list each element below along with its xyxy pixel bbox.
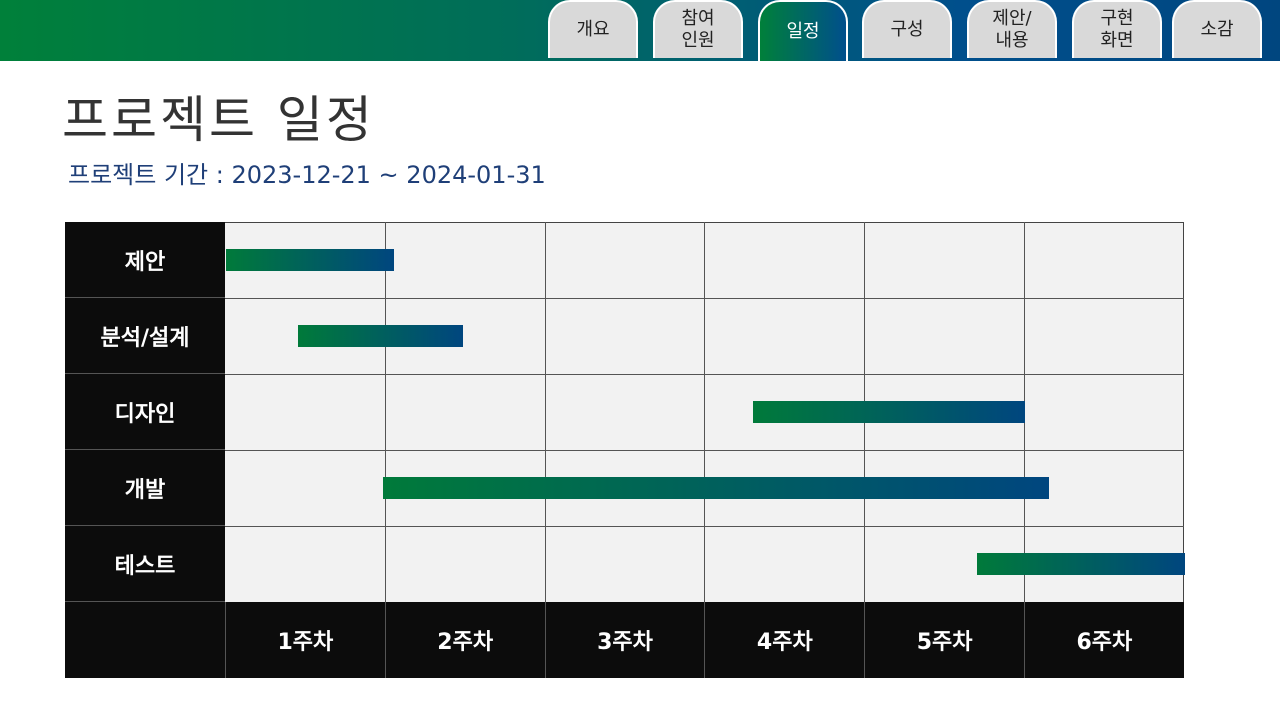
tab-bar: 개요 참여 인원 일정 구성 제안/ 내용 구현 화면 소감 <box>0 0 1280 61</box>
week-label: 5주차 <box>864 602 1024 678</box>
week-label: 4주차 <box>704 602 864 678</box>
tab-proposal[interactable]: 제안/ 내용 <box>967 0 1057 58</box>
task-label: 테스트 <box>65 526 225 602</box>
gantt-chart: 제안 분석/설계 디자인 개발 테스트 1주차 2주차 3주차 4주차 5주차 6주차 <box>65 222 1185 678</box>
grid-vline <box>704 222 706 602</box>
grid-vline <box>544 222 546 602</box>
tab-structure[interactable]: 구성 <box>862 0 952 58</box>
header-bar <box>0 0 1280 61</box>
task-bar <box>297 325 463 347</box>
grid-vline <box>384 222 386 602</box>
page-title: 프로젝트 일정 <box>62 91 375 149</box>
grid-hline <box>225 298 1184 299</box>
task-label: 분석/설계 <box>65 298 225 374</box>
week-label: 6주차 <box>1024 602 1184 678</box>
tab-overview[interactable]: 개요 <box>548 0 638 58</box>
tab-screens[interactable]: 구현 화면 <box>1072 0 1162 58</box>
task-bar <box>977 553 1185 575</box>
task-label: 디자인 <box>65 374 225 450</box>
tab-schedule[interactable]: 일정 <box>758 0 848 61</box>
grid-hline <box>225 450 1184 451</box>
tab-members[interactable]: 참여 인원 <box>653 0 743 58</box>
grid-hline <box>225 374 1184 375</box>
task-label: 제안 <box>65 222 225 298</box>
task-label: 개발 <box>65 450 225 526</box>
project-period: 프로젝트 기간 : 2023-12-21 ~ 2024-01-31 <box>68 161 546 189</box>
week-label: 1주차 <box>225 602 385 678</box>
task-bar <box>226 249 394 271</box>
week-label: 2주차 <box>384 602 545 678</box>
task-bar <box>382 477 1049 499</box>
task-bar <box>753 401 1025 423</box>
week-label: 3주차 <box>544 602 705 678</box>
week-header-row <box>65 602 1184 678</box>
grid-hline <box>225 526 1184 527</box>
tab-review[interactable]: 소감 <box>1172 0 1262 58</box>
